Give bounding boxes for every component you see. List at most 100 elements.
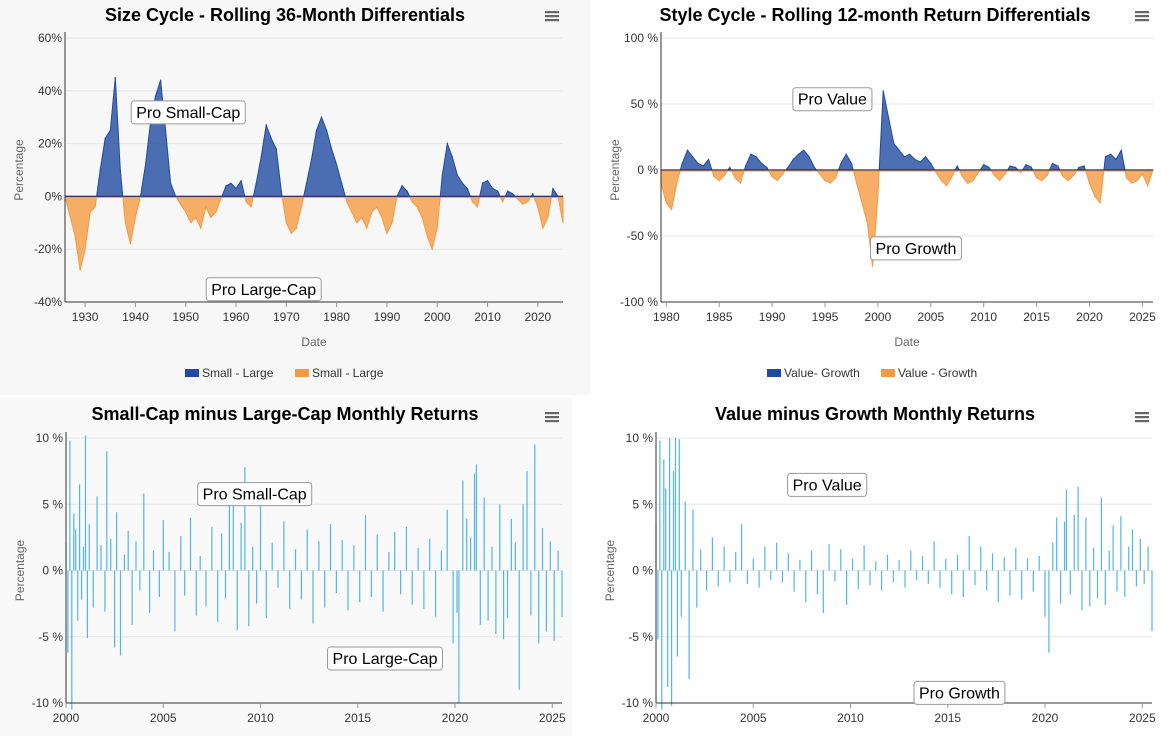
annotation-box [792,87,873,112]
bar [1063,521,1066,571]
bar [863,545,865,571]
data-point [1104,156,1106,158]
bar [1120,516,1122,571]
legend-item[interactable]: Small - Large [295,366,384,380]
bar [127,530,129,571]
bar [776,542,778,571]
data-point [708,158,710,160]
data-point [1120,149,1122,151]
bar [951,570,953,595]
data-point [109,129,111,131]
legend-item[interactable]: Value - Growth [881,366,977,380]
data-point [431,248,433,250]
bar [534,444,536,571]
data-point [1147,185,1149,187]
legend-label: Small - Large [202,366,274,380]
bar [168,551,170,571]
data-point [829,182,831,184]
x-tick-label: 2000 [865,310,892,324]
data-point [808,156,810,158]
bar [388,551,390,571]
annotation: Pro Small-Cap [197,482,313,507]
x-tick-label: 2010 [474,310,501,324]
bar [674,438,677,571]
bar [805,570,807,603]
bar [892,570,894,583]
legend-item[interactable]: Value- Growth [767,366,860,380]
bar [1015,548,1017,571]
bar [149,570,151,613]
annotation-box [130,100,246,125]
hamburger-menu-icon[interactable] [543,8,561,24]
data-point [914,158,916,160]
data-point [782,173,784,175]
data-point [265,124,267,126]
bar [1139,538,1141,571]
bar [1085,517,1087,571]
bar [851,558,854,571]
bar [211,526,213,571]
x-tick-label: 1980 [653,310,680,324]
bar [370,570,372,597]
data-point [522,203,524,205]
bar [793,570,795,592]
data-point [94,206,96,208]
bar [244,467,246,571]
data-point [245,201,247,203]
menu-icon-line [545,416,559,419]
bar [131,570,133,625]
data-point [547,216,549,219]
bar [729,570,731,583]
data-point [336,164,338,166]
data-point [225,185,227,187]
data-point [486,180,489,182]
hamburger-menu-icon[interactable] [1133,8,1151,24]
hamburger-menu-icon[interactable] [543,409,561,425]
bar [277,570,279,588]
data-point [165,129,167,131]
x-tick-label: 1970 [273,310,300,324]
data-point [537,206,539,208]
bar [271,542,273,571]
bar [199,555,201,571]
bar [205,570,207,607]
bar [382,570,384,612]
bar [1143,570,1145,584]
bar [1108,550,1110,571]
bar [135,541,137,571]
bar [100,545,102,571]
size-cycle-panel: Size Cycle - Rolling 36-Month Differenti… [0,0,590,395]
hamburger-menu-icon[interactable] [1133,409,1151,425]
annotation: Pro Large-Cap [205,277,322,302]
bar [1100,497,1102,571]
positive-area-series [661,90,1153,171]
legend-item[interactable]: Small - Large [185,366,274,380]
bar [452,570,454,644]
bar [545,570,547,632]
data-point [956,165,958,167]
data-point [381,216,383,219]
x-axis-label: Date [894,335,920,349]
bar [429,538,431,571]
data-point [872,265,874,267]
data-point [1083,165,1085,167]
legend-label: Value- Growth [784,366,860,380]
bar [114,570,116,648]
annotation: Pro Large-Cap [327,646,443,671]
bar [400,570,402,595]
data-point [988,166,990,168]
data-point [215,211,217,213]
data-point [967,182,969,184]
data-point [376,206,378,208]
data-point [1046,174,1048,176]
data-point [195,216,197,219]
data-point [446,143,448,145]
data-point [983,164,985,166]
menu-icon-line [545,15,559,18]
data-point [507,190,509,192]
annotation-label: Pro Large-Cap [211,282,316,299]
bar [143,493,145,571]
data-point [924,156,927,158]
menu-icon-line [545,19,559,22]
data-point [1004,173,1006,175]
